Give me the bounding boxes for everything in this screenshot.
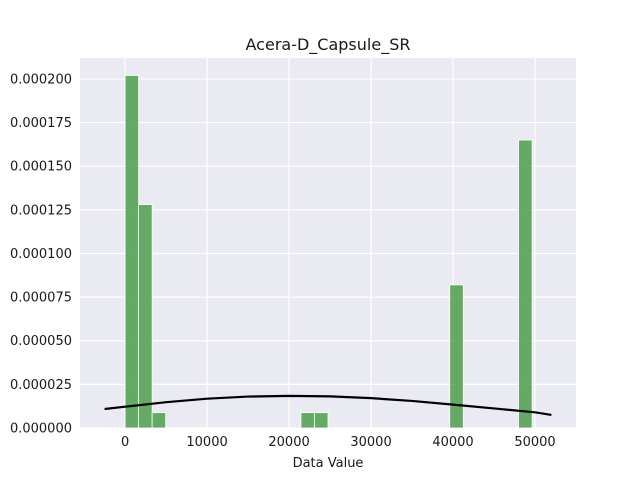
- histogram-bar: [314, 412, 329, 429]
- histogram-bar: [518, 139, 533, 429]
- y-tick-label: 0.000025: [10, 378, 72, 393]
- grid: [80, 58, 576, 429]
- density-curve-line: [104, 394, 552, 416]
- x-tick-label: 50000: [514, 435, 555, 450]
- x-tick-label: 0: [121, 435, 129, 450]
- y-tick-label: 0.000200: [10, 72, 72, 87]
- histogram-bar: [300, 412, 315, 429]
- x-tick-label: 10000: [186, 435, 227, 450]
- y-tick-label: 0.000000: [10, 422, 72, 437]
- y-tick-label: 0.000150: [10, 160, 72, 175]
- y-tick-label: 0.000100: [10, 247, 72, 262]
- density-curve: [104, 394, 552, 416]
- x-tick-label: 40000: [432, 435, 473, 450]
- histogram-bar: [151, 412, 167, 429]
- y-tick-label: 0.000075: [10, 291, 72, 306]
- y-tick-label: 0.000175: [10, 116, 72, 131]
- histogram-bar: [138, 204, 153, 429]
- x-axis-ticks: 0 10000 20000 30000 40000 50000: [121, 435, 556, 450]
- plot-area: [80, 58, 576, 428]
- histogram-bar: [449, 284, 464, 429]
- x-axis-label: Data Value: [293, 456, 364, 471]
- histogram-bar: [124, 75, 140, 429]
- y-tick-label: 0.000125: [10, 203, 72, 218]
- chart-title: Acera-D_Capsule_SR: [246, 35, 411, 55]
- histogram-bars: [124, 75, 533, 429]
- x-tick-label: 20000: [268, 435, 309, 450]
- y-axis-ticks: 0.000000 0.000025 0.000050 0.000075 0.000100…: [10, 72, 72, 436]
- y-tick-label: 0.000050: [10, 334, 72, 349]
- x-tick-label: 30000: [350, 435, 391, 450]
